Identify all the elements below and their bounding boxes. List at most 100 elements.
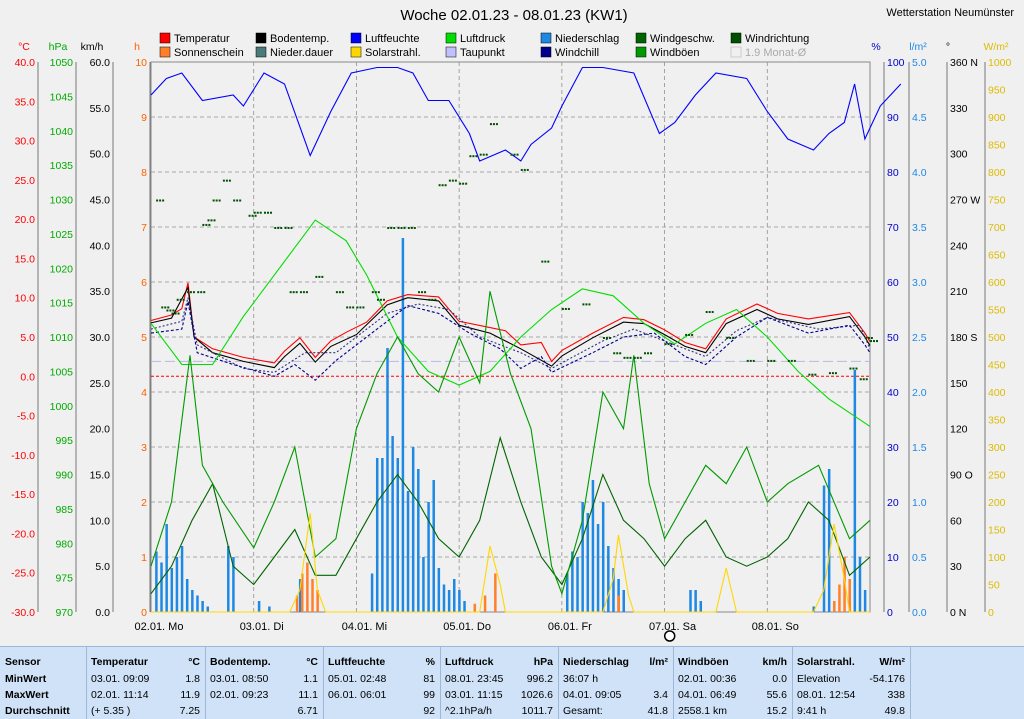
axis-tick-direction: 300 bbox=[950, 149, 968, 161]
axis-tick-pressure: 980 bbox=[55, 538, 73, 550]
stats-cell-label: 08.01. 23:45 bbox=[445, 673, 504, 685]
legend-swatch bbox=[350, 32, 362, 44]
legend-label: Sonnenschein bbox=[174, 47, 244, 59]
axis-tick-solar: 850 bbox=[988, 140, 1006, 152]
axis-tick-wind: 30.0 bbox=[90, 332, 111, 344]
wind-direction-point bbox=[387, 227, 390, 229]
current-time-marker bbox=[663, 630, 676, 642]
series-line-taupunkt bbox=[150, 297, 871, 373]
precip-bar bbox=[581, 502, 584, 612]
axis-tick-direction: 180 S bbox=[950, 332, 977, 344]
axis-unit-pressure: hPa bbox=[49, 41, 68, 53]
wind-direction-point bbox=[269, 211, 272, 214]
wind-direction-point bbox=[228, 179, 231, 182]
wind-direction-point bbox=[523, 168, 526, 171]
axis-tick-solar: 550 bbox=[988, 305, 1006, 317]
precip-bar bbox=[571, 551, 574, 612]
stats-cell-value: 1.1 bbox=[303, 673, 318, 685]
wind-direction-point bbox=[424, 291, 427, 294]
wind-direction-point bbox=[808, 373, 811, 376]
wind-direction-point bbox=[876, 340, 878, 343]
axis-tick-humidity: 40 bbox=[887, 387, 899, 399]
axis-tick-pressure: 985 bbox=[55, 504, 73, 516]
axis-tick-pressure: 1000 bbox=[50, 401, 74, 413]
axis-tick-temp: 15.0 bbox=[15, 253, 36, 265]
wind-direction-point bbox=[729, 337, 732, 339]
series-line-luftfeuchte bbox=[150, 66, 902, 162]
wind-direction-point bbox=[749, 359, 752, 362]
wind-direction-point bbox=[585, 303, 588, 306]
axis-tick-solar: 200 bbox=[988, 497, 1006, 509]
precip-bar bbox=[422, 557, 425, 612]
legend-label: Luftfeuchte bbox=[365, 33, 419, 45]
wind-direction-point bbox=[418, 291, 421, 294]
wind-direction-point bbox=[410, 227, 413, 229]
axis-tick-precip: 0.5 bbox=[912, 552, 927, 564]
wind-direction-point bbox=[441, 184, 444, 187]
precip-bar bbox=[427, 502, 430, 612]
axis-tick-solar: 750 bbox=[988, 195, 1006, 207]
precip-bar bbox=[381, 458, 384, 612]
axis-tick-solar: 400 bbox=[988, 387, 1006, 399]
axis-tick-hours: 8 bbox=[141, 167, 147, 179]
axis-tick-humidity: 100 bbox=[887, 57, 905, 69]
axis-tick-humidity: 70 bbox=[887, 222, 899, 234]
wind-direction-point bbox=[459, 182, 462, 185]
axis-tick-wind: 50.0 bbox=[90, 149, 111, 161]
precip-bar bbox=[689, 590, 692, 612]
wind-direction-point bbox=[448, 179, 451, 182]
stats-column-unit: % bbox=[425, 656, 435, 668]
precip-bar bbox=[180, 546, 184, 612]
stats-min-label: MinWert bbox=[5, 673, 47, 685]
axis-tick-direction: 210 bbox=[950, 286, 968, 298]
precip-bar bbox=[586, 513, 590, 612]
wind-direction-point bbox=[667, 343, 670, 346]
wind-direction-point bbox=[374, 291, 377, 294]
wind-direction-point bbox=[254, 214, 257, 217]
stats-avg-label: Durchschnitt bbox=[5, 705, 70, 717]
series-line-solarstrahl bbox=[151, 512, 870, 613]
x-tick-label: 08.01. So bbox=[752, 621, 799, 633]
wind-direction-point bbox=[205, 223, 208, 226]
legend-swatch bbox=[350, 46, 362, 58]
stats-cell-value: 0.0 bbox=[772, 673, 787, 685]
precip-bar bbox=[858, 557, 862, 612]
wind-direction-point bbox=[341, 291, 344, 294]
axis-tick-direction: 360 N bbox=[950, 57, 978, 69]
stats-column-title: Solarstrahl. bbox=[797, 656, 855, 668]
precip-bar bbox=[175, 557, 179, 612]
axis-tick-wind: 55.0 bbox=[90, 103, 111, 115]
wind-direction-point bbox=[177, 312, 180, 315]
wind-direction-point bbox=[248, 214, 251, 217]
wind-direction-point bbox=[492, 123, 495, 126]
stats-column-title: Temperatur bbox=[91, 656, 148, 668]
wind-direction-point bbox=[263, 211, 266, 214]
wind-direction-point bbox=[259, 211, 262, 214]
x-tick-label: 03.01. Di bbox=[240, 621, 284, 633]
wind-direction-point bbox=[644, 352, 647, 355]
legend-swatch bbox=[635, 46, 647, 58]
axis-tick-direction: 330 bbox=[950, 103, 968, 115]
precip-bar bbox=[432, 480, 435, 612]
axis-unit-direction: ° bbox=[946, 41, 950, 53]
sunshine-bar bbox=[316, 590, 319, 612]
axis-tick-temp: -5.0 bbox=[17, 411, 35, 423]
wind-direction-point bbox=[256, 211, 259, 214]
stats-column-windben: Windböen km/h 02.01. 00:36 0.0 04.01. 06:49 5… bbox=[673, 647, 793, 719]
wind-direction-point bbox=[289, 291, 292, 294]
wind-direction-point bbox=[691, 333, 694, 336]
axis-tick-direction: 90 O bbox=[950, 470, 973, 482]
station-name: Wetterstation Neumünster bbox=[886, 7, 1014, 19]
stats-cell-label: Gesamt: bbox=[563, 705, 603, 717]
series-line-windben bbox=[150, 291, 871, 596]
wind-direction-point bbox=[349, 306, 352, 309]
wind-direction-point bbox=[489, 123, 492, 126]
wind-direction-point bbox=[166, 309, 169, 312]
axis-tick-solar: 350 bbox=[988, 415, 1006, 427]
stats-column-unit: l/m² bbox=[649, 656, 668, 668]
precip-bar bbox=[191, 590, 194, 612]
precip-bar bbox=[165, 524, 168, 612]
legend-swatch bbox=[445, 32, 457, 44]
axis-tick-pressure: 1025 bbox=[50, 229, 74, 241]
wind-direction-point bbox=[629, 356, 632, 359]
